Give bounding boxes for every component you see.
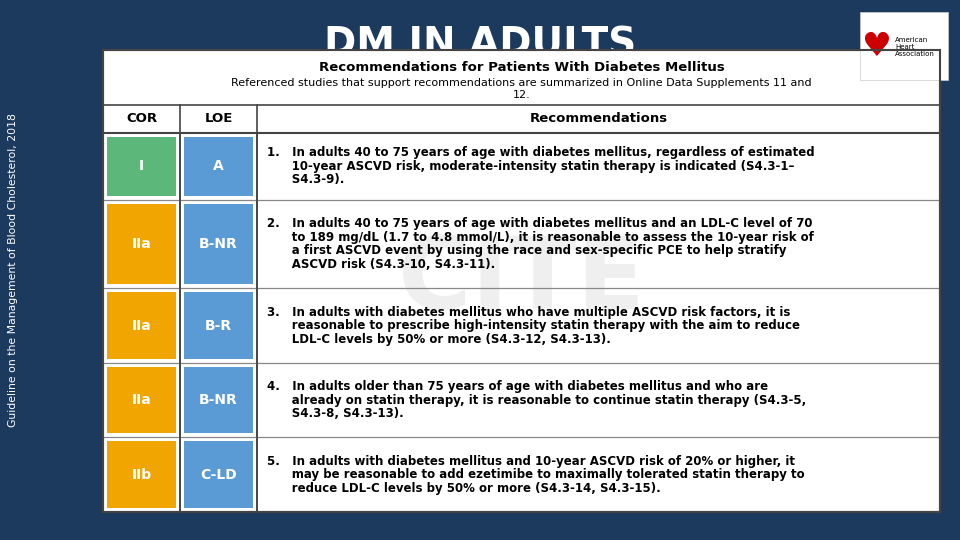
Text: CITE: CITE (398, 233, 645, 329)
Text: I: I (139, 159, 144, 173)
Text: Recommendations for Patients With Diabetes Mellitus: Recommendations for Patients With Diabet… (319, 61, 725, 74)
Text: 10-year ASCVD risk, moderate-intensity statin therapy is indicated (S4.3-1–: 10-year ASCVD risk, moderate-intensity s… (267, 160, 794, 173)
Text: S4.3-8, S4.3-13).: S4.3-8, S4.3-13). (267, 407, 404, 420)
Text: 5.   In adults with diabetes mellitus and 10-year ASCVD risk of 20% or higher, i: 5. In adults with diabetes mellitus and … (267, 455, 795, 468)
Bar (184, 292, 253, 359)
Bar (107, 137, 176, 195)
Text: COR: COR (126, 112, 157, 125)
Text: reasonable to prescribe high-intensity statin therapy with the aim to reduce: reasonable to prescribe high-intensity s… (267, 319, 800, 332)
Text: B-NR: B-NR (199, 393, 238, 407)
Text: LOE: LOE (204, 112, 232, 125)
Text: S4.3-9).: S4.3-9). (267, 173, 345, 186)
Bar (184, 204, 253, 284)
Text: to 189 mg/dL (1.7 to 4.8 mmol/L), it is reasonable to assess the 10-year risk of: to 189 mg/dL (1.7 to 4.8 mmol/L), it is … (267, 231, 814, 244)
Text: IIa: IIa (132, 237, 152, 251)
Text: may be reasonable to add ezetimibe to maximally tolerated statin therapy to: may be reasonable to add ezetimibe to ma… (267, 468, 804, 481)
Text: a first ASCVD event by using the race and sex-specific PCE to help stratify: a first ASCVD event by using the race an… (267, 244, 786, 257)
Bar (107, 367, 176, 434)
Text: C-LD: C-LD (200, 468, 237, 482)
Text: 12.: 12. (513, 91, 530, 100)
Text: reduce LDL-C levels by 50% or more (S4.3-14, S4.3-15).: reduce LDL-C levels by 50% or more (S4.3… (267, 482, 660, 495)
Text: 3.   In adults with diabetes mellitus who have multiple ASCVD risk factors, it i: 3. In adults with diabetes mellitus who … (267, 306, 790, 319)
Text: Guideline on the Management of Blood Cholesterol, 2018: Guideline on the Management of Blood Cho… (8, 113, 18, 427)
Text: Association: Association (895, 51, 935, 57)
Bar (184, 441, 253, 508)
Text: Heart: Heart (895, 44, 914, 50)
Bar (103, 50, 940, 512)
Text: B-R: B-R (204, 319, 232, 333)
Text: Recommendations: Recommendations (530, 112, 667, 125)
Text: 4.   In adults older than 75 years of age with diabetes mellitus and who are: 4. In adults older than 75 years of age … (267, 380, 768, 393)
Text: DM IN ADULTS: DM IN ADULTS (324, 25, 636, 63)
Bar (184, 137, 253, 195)
Text: B-NR: B-NR (199, 237, 238, 251)
Text: A: A (213, 159, 224, 173)
Text: already on statin therapy, it is reasonable to continue statin therapy (S4.3-5,: already on statin therapy, it is reasona… (267, 394, 806, 407)
Text: American: American (895, 37, 928, 43)
Text: LDL-C levels by 50% or more (S4.3-12, S4.3-13).: LDL-C levels by 50% or more (S4.3-12, S4… (267, 333, 611, 346)
Text: IIa: IIa (132, 319, 152, 333)
Bar (107, 292, 176, 359)
Text: ♥: ♥ (861, 30, 891, 63)
Text: 1.   In adults 40 to 75 years of age with diabetes mellitus, regardless of estim: 1. In adults 40 to 75 years of age with … (267, 146, 815, 159)
Text: IIa: IIa (132, 393, 152, 407)
Bar (860, 12, 948, 80)
Bar (107, 204, 176, 284)
Text: 2.   In adults 40 to 75 years of age with diabetes mellitus and an LDL-C level o: 2. In adults 40 to 75 years of age with … (267, 217, 812, 230)
Bar (184, 367, 253, 434)
Text: Referenced studies that support recommendations are summarized in Online Data Su: Referenced studies that support recommen… (231, 78, 812, 89)
Text: ASCVD risk (S4.3-10, S4.3-11).: ASCVD risk (S4.3-10, S4.3-11). (267, 258, 495, 271)
Bar (107, 441, 176, 508)
Text: IIb: IIb (132, 468, 152, 482)
